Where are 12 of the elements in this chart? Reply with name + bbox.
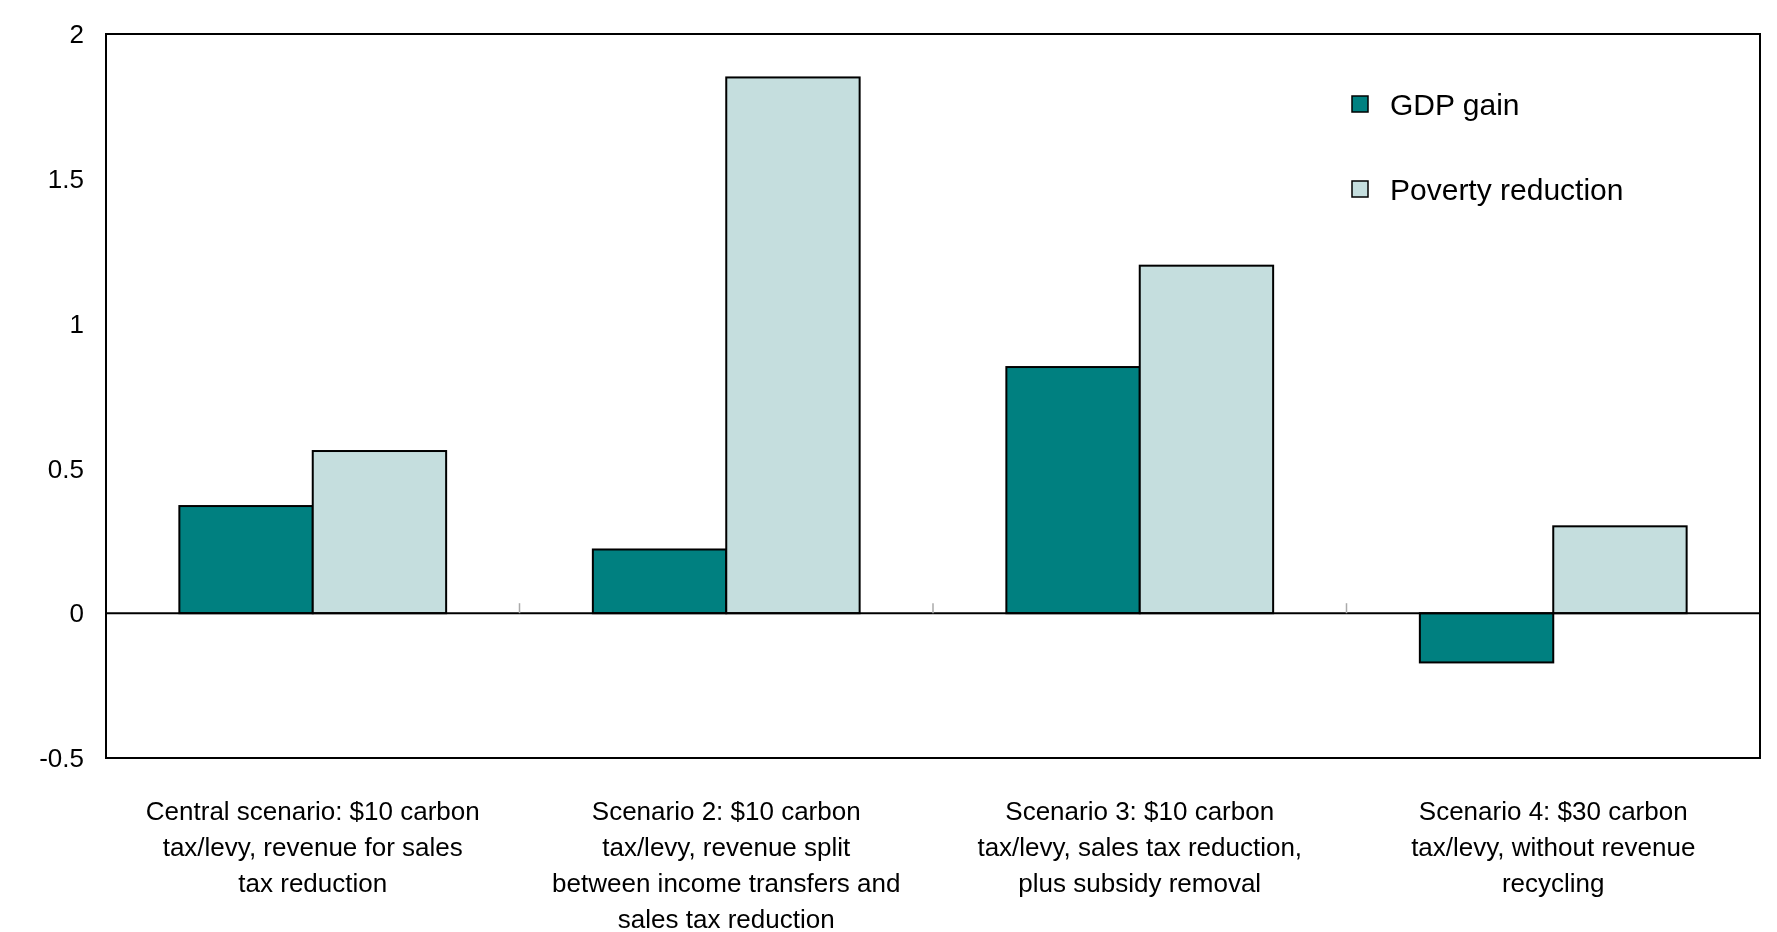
y-tick-label: 1.5 [47,163,84,194]
x-tick-label: Scenario 4: $30 carbon tax/levy, without revenue recycling [1411,796,1696,898]
x-tick-label: Scenario 3: $10 carbon tax/levy, sales tax reduction, plus subsidy removal [977,796,1303,898]
y-tick-label: 0 [69,598,84,629]
legend-label: GDP gain [1390,87,1520,121]
x-tick-label: Scenario 2: $10 carbon tax/levy, revenue split between income transfers and sales tax reduction [552,796,901,932]
y-tick-label: 0.5 [47,453,84,484]
y-tick-label: 2 [69,19,84,50]
legend-label: Poverty reduction [1390,172,1624,206]
x-tick-label: Central scenario: $10 carbon tax/levy, revenue for sales tax reduction [145,796,480,898]
y-tick-label: 1 [69,308,84,339]
y-tick-label: -0.5 [39,743,84,774]
